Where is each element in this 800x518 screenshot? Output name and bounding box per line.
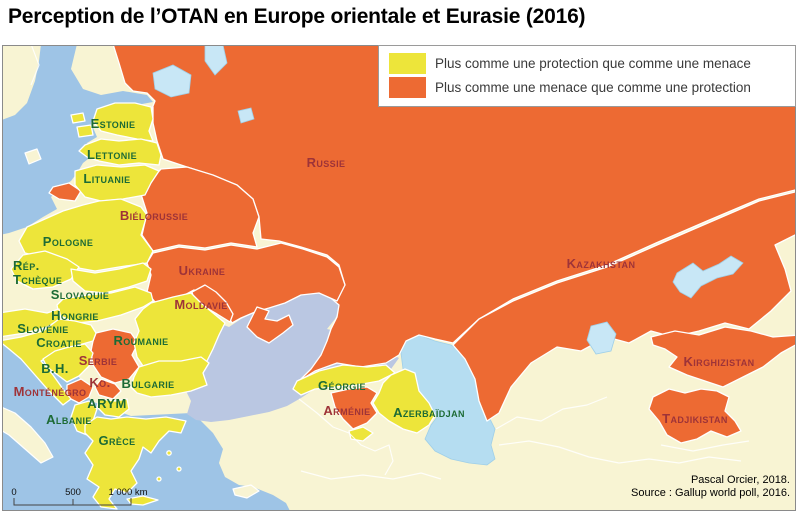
map-label-russie: Russie: [307, 155, 346, 170]
ile-chypre: [232, 484, 260, 499]
frontiere-turquie-syrie: [300, 470, 442, 480]
country-bulgarie[interactable]: [130, 356, 210, 398]
map-label-ukraine: Ukraine: [179, 263, 226, 278]
ile-egee-3: [156, 476, 162, 482]
legend-swatch-protection: [389, 53, 426, 74]
map-label-lettonie: Lettonie: [87, 147, 137, 162]
cream-land: [3, 148, 260, 499]
country-grece[interactable]: [84, 416, 187, 510]
frontiere-iran-nord: [498, 440, 742, 464]
country-lituanie[interactable]: [74, 164, 160, 202]
map-label-albanie: Albanie: [46, 412, 92, 427]
frontiere-turquie-caucase: [298, 398, 394, 476]
map-label-kazakhstan: Kazakhstan: [567, 256, 636, 271]
region-crimee[interactable]: [246, 306, 294, 344]
countries-menace: [48, 46, 795, 444]
country-armenie[interactable]: [330, 386, 378, 430]
region-kaliningrad[interactable]: [48, 182, 82, 202]
map-label-estonie: Estonie: [91, 116, 136, 131]
lac-onega: [204, 46, 228, 76]
map-label-azerba-djan: Azerbaïdjan: [393, 405, 465, 420]
frontiere-ouzbek-turkmen: [495, 396, 608, 430]
frontiere-scandinavie: [30, 46, 40, 86]
legend-swatch-menace: [389, 77, 426, 98]
map-label-slovaquie: Slovaquie: [51, 287, 110, 302]
ile-egee-1: [166, 450, 172, 456]
country-labels: Russie Estonie Lettonie Lituanie Biélorussie…: [13, 116, 754, 448]
map-label-bulgarie: Bulgarie: [121, 376, 174, 391]
lac-balkhach: [672, 255, 744, 299]
country-tadjikistan[interactable]: [648, 388, 742, 444]
italie: [3, 407, 54, 464]
page-title: Perception de l’OTAN en Europe orientale…: [8, 5, 586, 28]
map-label-ko-: Ko.: [89, 375, 110, 390]
eurasia-map: Russie Estonie Lettonie Lituanie Biélorussie…: [3, 46, 795, 510]
ile-gotland: [24, 148, 42, 165]
country-russie[interactable]: [112, 46, 795, 382]
country-bosnie[interactable]: [42, 343, 94, 383]
country-kirghizistan[interactable]: [650, 326, 795, 388]
ile-egee-2: [176, 466, 182, 472]
map-label-slov-nie: Slovénie: [17, 321, 68, 336]
country-azerbaidjan[interactable]: [372, 368, 436, 434]
map-label-g-orgie: Géorgie: [318, 378, 366, 393]
country-arym[interactable]: [96, 398, 130, 418]
map-label-moldavie: Moldavie: [174, 297, 227, 312]
estonie-iles-2[interactable]: [70, 112, 86, 124]
mer-aral: [586, 321, 617, 355]
map-label-gr-ce: Grèce: [98, 433, 135, 448]
legend: Plus comme une protection que comme une …: [378, 45, 796, 107]
credits: Pascal Orcier, 2018. Source : Gallup wor…: [631, 474, 790, 500]
countries-protection: [3, 102, 436, 510]
scale-label-0: 0: [11, 487, 16, 498]
frontiere-afghanistan: [660, 440, 750, 452]
legend-label-protection: Plus comme une protection que comme une …: [435, 56, 751, 71]
map-label-tch-que: Tchèque: [13, 272, 62, 287]
country-estonie[interactable]: [92, 102, 154, 142]
map-label-arm-nie: Arménie: [323, 403, 370, 418]
map-label-bi-lorussie: Biélorussie: [120, 208, 188, 223]
country-slovaquie[interactable]: [70, 262, 152, 294]
legend-row-protection: Plus comme une protection que comme une …: [389, 53, 787, 74]
credit-source: Source : Gallup world poll, 2016.: [631, 487, 790, 499]
map-label-lituanie: Lituanie: [83, 171, 130, 186]
map-frame: Russie Estonie Lettonie Lituanie Biélorussie…: [2, 45, 796, 511]
country-lettonie[interactable]: [78, 138, 162, 166]
region-nakhitchevan[interactable]: [348, 426, 374, 442]
map-label-mont-n-gro: Monténégro: [14, 384, 87, 399]
map-label-roumanie: Roumanie: [113, 333, 168, 348]
legend-row-menace: Plus comme une menace que comme une prot…: [389, 77, 787, 98]
credit-author: Pascal Orcier, 2018.: [690, 474, 790, 486]
country-kosovo[interactable]: [94, 378, 122, 400]
map-label-b-h-: B.H.: [41, 361, 69, 376]
map-label-r-p-: Rép.: [13, 258, 40, 273]
estonie-iles[interactable]: [76, 124, 94, 138]
scale-label-1000km: 1 000 km: [108, 487, 147, 498]
baltic-sea: [3, 46, 153, 235]
map-label-hongrie: Hongrie: [51, 308, 99, 323]
legend-label-menace: Plus comme une menace que comme une prot…: [435, 80, 751, 95]
map-label-arym: ARYM: [87, 396, 126, 411]
country-kazakhstan[interactable]: [452, 191, 795, 422]
country-rep-tcheque[interactable]: [10, 250, 80, 290]
map-label-kirghizistan: Kirghizistan: [683, 354, 754, 369]
scale-label-500: 500: [65, 487, 81, 498]
country-georgie[interactable]: [292, 364, 396, 396]
map-label-pologne: Pologne: [43, 234, 93, 249]
black-sea: [164, 288, 399, 422]
ile-crete[interactable]: [126, 495, 159, 506]
lac-ladoga: [152, 64, 192, 98]
map-label-croatie: Croatie: [36, 335, 82, 350]
map-label-tadjikistan: Tadjikistan: [662, 411, 728, 426]
map-label-serbie: Serbie: [79, 353, 118, 368]
scale-bar: 0 500 1 000 km: [11, 487, 148, 506]
cream-borders: [30, 46, 750, 480]
lac-ilmen: [237, 107, 255, 124]
scale-bar-line: [13, 498, 132, 506]
